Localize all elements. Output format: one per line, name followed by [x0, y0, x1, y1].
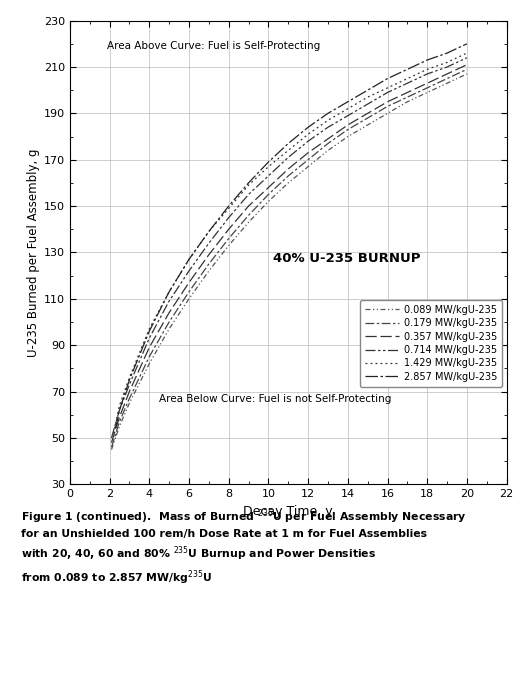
- X-axis label: Decay Time, y: Decay Time, y: [244, 505, 333, 518]
- Text: Area Below Curve: Fuel is not Self-Protecting: Area Below Curve: Fuel is not Self-Prote…: [159, 394, 391, 404]
- Y-axis label: U-235 Burned per Fuel Assembly, g: U-235 Burned per Fuel Assembly, g: [27, 148, 40, 357]
- Legend: 0.089 MW/kgU-235, 0.179 MW/kgU-235, 0.357 MW/kgU-235, 0.714 MW/kgU-235, 1.429 MW: 0.089 MW/kgU-235, 0.179 MW/kgU-235, 0.35…: [360, 300, 502, 387]
- Text: Figure 1 (continued).  Mass of Burned $^{235}$U per Fuel Assembly Necessary
for : Figure 1 (continued). Mass of Burned $^{…: [21, 507, 466, 587]
- Text: 40% U-235 BURNUP: 40% U-235 BURNUP: [273, 252, 421, 265]
- Text: Area Above Curve: Fuel is Self-Protecting: Area Above Curve: Fuel is Self-Protectin…: [108, 41, 321, 52]
